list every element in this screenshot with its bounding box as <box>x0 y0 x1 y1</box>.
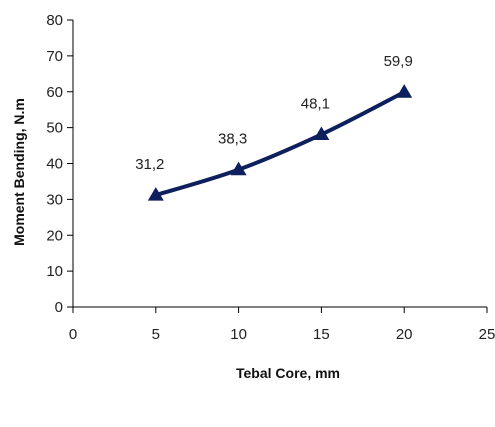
triangle-marker <box>147 187 164 201</box>
y-tick-label: 60 <box>46 84 63 101</box>
series-group <box>147 84 413 201</box>
y-tick-label: 50 <box>46 120 63 137</box>
triangle-marker <box>396 84 413 98</box>
y-tick-label: 30 <box>46 191 63 208</box>
x-tick-label: 20 <box>396 326 413 343</box>
x-axis-title: Tebal Core, mm <box>236 365 340 381</box>
y-tick-label: 80 <box>46 12 63 29</box>
y-tick-label: 10 <box>46 263 63 280</box>
y-axis-title: Moment Bending, N.m <box>11 98 27 246</box>
triangle-marker <box>313 126 330 141</box>
y-tick-label: 0 <box>55 299 63 316</box>
y-tick-label: 40 <box>46 156 63 173</box>
data-label: 31,2 <box>135 156 164 173</box>
data-label: 48,1 <box>301 95 330 112</box>
x-tick-label: 5 <box>152 326 160 343</box>
y-tick-label: 70 <box>46 48 63 65</box>
y-tick-group: 0 10 20 30 40 50 60 70 80 <box>46 12 73 316</box>
x-tick-label: 25 <box>479 326 495 343</box>
data-label-group: 31,2 38,3 48,1 59,9 <box>135 53 413 173</box>
y-tick-label: 20 <box>46 227 63 244</box>
x-tick-label: 10 <box>230 326 247 343</box>
x-tick-label: 0 <box>69 326 77 343</box>
series-line <box>155 90 406 197</box>
data-label: 38,3 <box>218 131 247 148</box>
x-tick-label: 15 <box>313 326 330 343</box>
triangle-marker <box>230 161 247 176</box>
data-label: 59,9 <box>384 53 413 70</box>
x-tick-group: 0 5 10 15 20 25 <box>69 307 495 343</box>
